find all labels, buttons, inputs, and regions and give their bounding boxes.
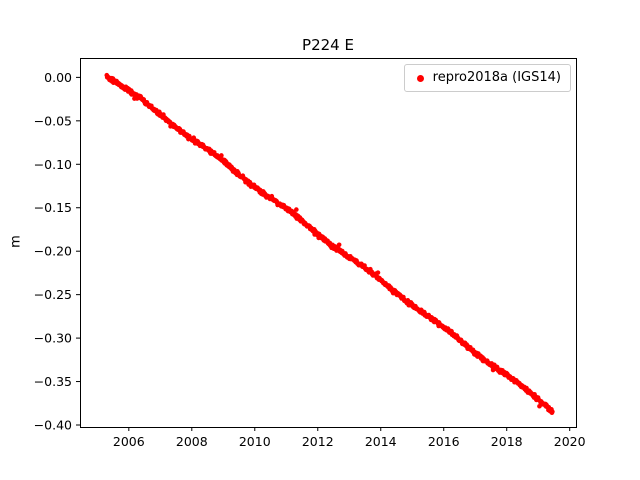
y-tick-label: −0.15	[34, 200, 72, 215]
legend-label: repro2018a (IGS14)	[432, 70, 561, 85]
x-tick-label: 2020	[554, 434, 586, 449]
data-points	[104, 72, 555, 416]
axes-frame	[80, 58, 577, 428]
y-tick-label: −0.40	[34, 418, 72, 433]
y-tick-label: −0.35	[34, 374, 72, 389]
legend-marker-dot	[416, 74, 424, 82]
y-tick-label: −0.20	[34, 244, 72, 259]
x-tick-label: 2010	[239, 434, 271, 449]
x-tick-label: 2012	[302, 434, 334, 449]
legend: repro2018a (IGS14)	[403, 64, 571, 92]
chart-title: P224 E	[302, 36, 354, 54]
y-tick-label: 0.00	[44, 70, 72, 85]
x-tick-label: 2014	[365, 434, 397, 449]
x-tick-label: 2008	[176, 434, 208, 449]
x-tick-label: 2018	[491, 434, 523, 449]
y-tick-label: −0.30	[34, 331, 72, 346]
y-tick-label: −0.10	[34, 157, 72, 172]
x-tick-label: 2006	[113, 434, 145, 449]
y-tick-label: −0.05	[34, 113, 72, 128]
x-tick-label: 2016	[428, 434, 460, 449]
y-tick-label: −0.25	[34, 287, 72, 302]
